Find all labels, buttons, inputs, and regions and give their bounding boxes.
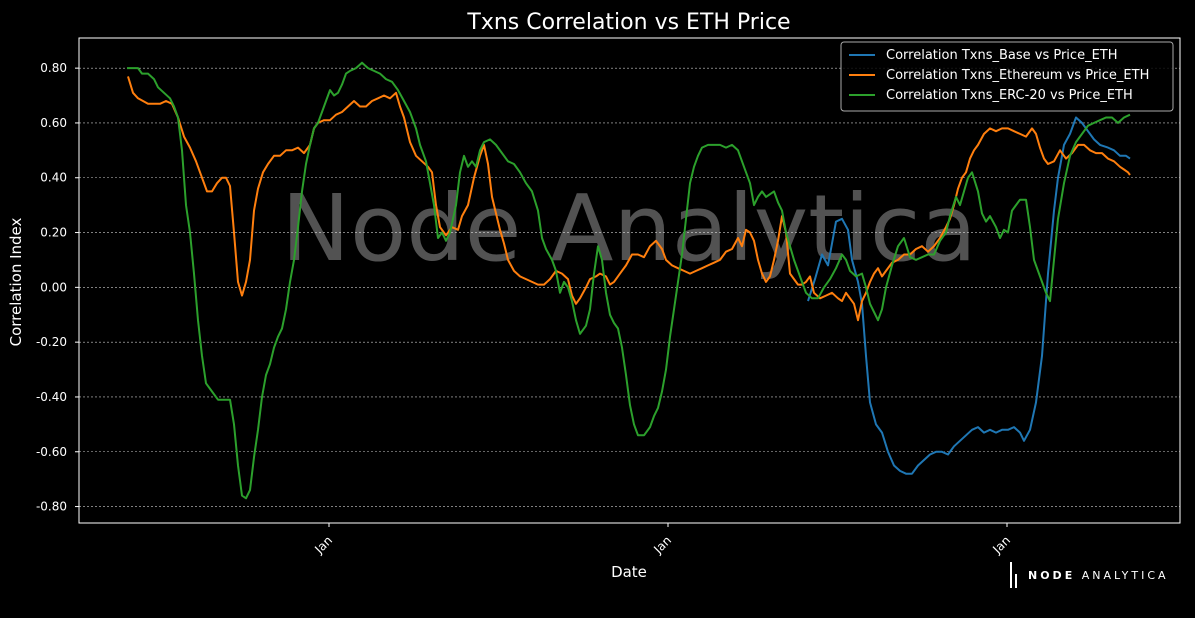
y-tick-label: -0.20 <box>36 335 67 349</box>
x-tick-label: Jan <box>650 533 674 557</box>
y-tick-label: 0.60 <box>40 116 67 130</box>
series-line-3 <box>127 61 1131 500</box>
brand-logo: NODE ANALYTICA <box>1010 562 1169 588</box>
series-lines <box>127 61 1131 500</box>
plot-frame <box>78 37 1181 524</box>
x-tick-label: Jan <box>311 533 335 557</box>
x-tick-label: Jan <box>989 533 1013 557</box>
watermark: Node Analytica <box>281 175 977 282</box>
series-line-2 <box>127 76 1131 322</box>
y-tick-label: 0.00 <box>40 280 67 294</box>
y-tick-label: -0.80 <box>36 500 67 514</box>
y-axis-label: Correlation Index <box>7 217 25 346</box>
y-tick-label: -0.60 <box>36 445 67 459</box>
series-line-1 <box>807 116 1131 475</box>
x-axis-label: Date <box>611 563 647 581</box>
legend-label: Correlation Txns_ERC-20 vs Price_ETH <box>886 88 1133 103</box>
y-tick-label: 0.80 <box>40 61 67 75</box>
brand-name-light: ANALYTICA <box>1081 568 1169 582</box>
brand-name-strong: NODE <box>1028 568 1076 582</box>
y-tick-label: 0.20 <box>40 226 67 240</box>
x-axis: Jan Jan Jan <box>311 523 1013 557</box>
y-axis: -0.80 -0.60 -0.40 -0.20 0.00 0.20 0.40 0.60 0.80 <box>36 61 79 514</box>
chart-title: Txns Correlation vs ETH Price <box>466 10 790 35</box>
brand-logo-icon <box>1010 562 1022 588</box>
y-tick-label: 0.40 <box>40 171 67 185</box>
legend: Correlation Txns_Base vs Price_ETH Correl… <box>840 41 1174 112</box>
legend-label: Correlation Txns_Ethereum vs Price_ETH <box>886 68 1149 83</box>
y-tick-label: -0.40 <box>36 390 67 404</box>
legend-label: Correlation Txns_Base vs Price_ETH <box>886 48 1118 63</box>
legend-box <box>840 41 1174 112</box>
